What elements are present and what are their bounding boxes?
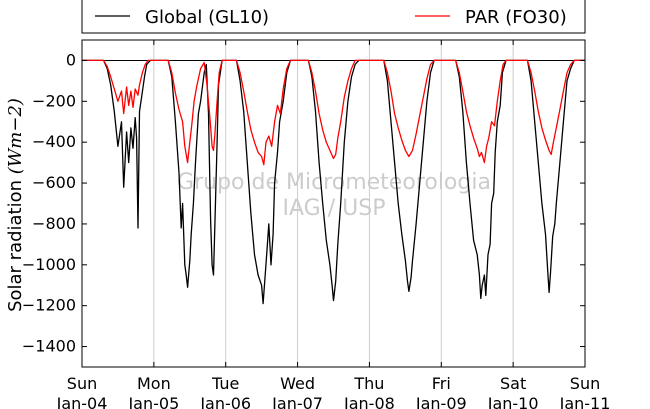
y-tick-label: −1400: [22, 337, 76, 356]
plot-frame: [81, 39, 586, 368]
watermark-line-1: Grupo de Micrometeorologia: [177, 170, 491, 195]
series-lines: [82, 59, 585, 305]
x-tick-label-date: Jan-10: [487, 394, 539, 409]
y-tick-label: −600: [32, 173, 76, 192]
y-tick-label: −200: [32, 91, 76, 110]
series-par-line: [82, 59, 585, 166]
y-tick-label: −800: [32, 214, 76, 233]
y-tick-label: 0: [66, 50, 76, 69]
x-tick-label-date: Jan-08: [343, 394, 395, 409]
watermark-line-2: IAG / USP: [283, 196, 386, 221]
x-axis: SunJan-04MonJan-05TueJan-06WedJan-07ThuJ…: [56, 40, 611, 409]
y-tick-label: −1200: [22, 296, 76, 315]
y-axis-label: Solar radiation (Wm−2): [5, 98, 26, 312]
legend-label-par: PAR (FO30): [465, 7, 567, 28]
legend-frame: [81, 0, 586, 34]
legend: Global (GL10) PAR (FO30): [81, 0, 586, 34]
y-axis: 0 −200 −400 −600 −800 −1000 −1200 −1400: [22, 50, 585, 356]
x-tick-label-date: Jan-09: [415, 394, 467, 409]
x-tick-label-date: Jan-04: [56, 394, 108, 409]
x-tick-label-date: Jan-07: [271, 394, 323, 409]
y-tick-label: −400: [32, 132, 76, 151]
legend-label-global: Global (GL10): [145, 7, 269, 28]
x-tick-label-day: Sat: [500, 374, 526, 393]
y-tick-label: −1000: [22, 255, 76, 274]
plot-area: Grupo de Micrometeorologia IAG / USP: [81, 39, 586, 368]
series-global-line: [82, 59, 585, 305]
x-tick-label-date: Jan-05: [127, 394, 179, 409]
x-tick-label-day: Thu: [353, 374, 384, 393]
x-tick-label-day: Mon: [137, 374, 171, 393]
x-tick-label-day: Fri: [432, 374, 451, 393]
grid-lines: [153, 40, 514, 367]
watermark: Grupo de Micrometeorologia IAG / USP: [177, 170, 491, 221]
x-tick-label-date: Jan-06: [199, 394, 251, 409]
x-tick-label-day: Sun: [570, 374, 600, 393]
x-tick-label-day: Wed: [280, 374, 315, 393]
x-tick-label-date: Jan-11: [559, 394, 611, 409]
x-tick-label-day: Sun: [67, 374, 97, 393]
x-tick-label-day: Tue: [211, 374, 239, 393]
